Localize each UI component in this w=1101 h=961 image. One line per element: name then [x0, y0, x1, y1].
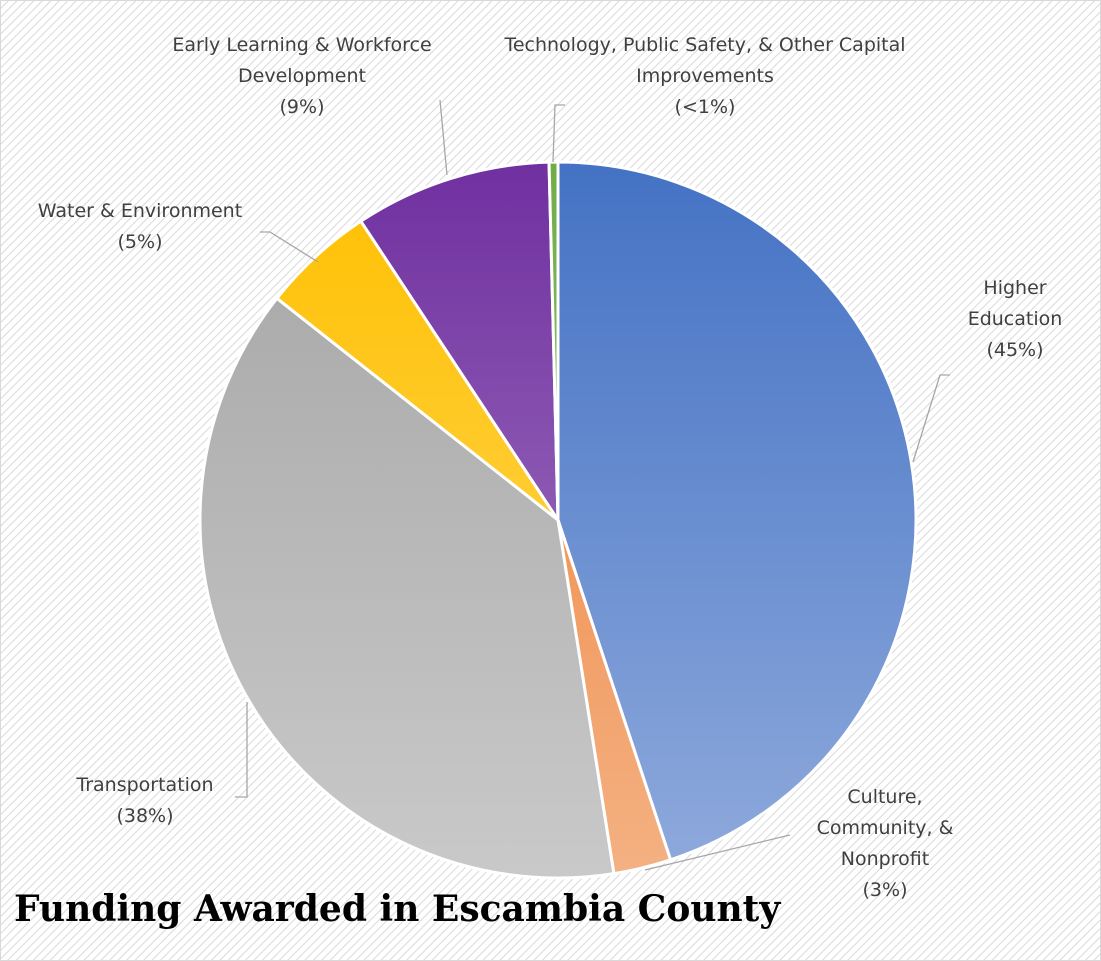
- slice-label: Transportation (38%): [45, 770, 245, 832]
- slice-label: Culture, Community, & Nonprofit (3%): [810, 782, 960, 906]
- leader-line: [260, 231, 319, 263]
- leader-line: [912, 374, 950, 463]
- category-label: Early Learning & Workforce Development: [172, 34, 432, 87]
- category-label: Culture, Community, & Nonprofit: [816, 786, 954, 870]
- leader-line: [235, 702, 248, 798]
- value-label: (3%): [862, 879, 908, 901]
- slice-label: Early Learning & Workforce Development (9…: [152, 30, 452, 123]
- slice-label: Higher Education (45%): [950, 273, 1080, 366]
- value-label: (5%): [117, 231, 163, 253]
- value-label: (38%): [116, 805, 174, 827]
- pie-slice: [556, 160, 918, 862]
- category-label: Water & Environment: [37, 200, 243, 222]
- category-label: Technology, Public Safety, & Other Capit…: [504, 34, 906, 87]
- leader-line: [644, 834, 791, 871]
- value-label: (9%): [279, 96, 325, 118]
- leader-line: [439, 99, 448, 176]
- pie-slice: [359, 160, 560, 522]
- category-label: Higher Education: [967, 277, 1063, 330]
- value-label: (<1%): [674, 96, 736, 118]
- category-label: Transportation: [76, 774, 214, 796]
- slice-label: Technology, Public Safety, & Other Capit…: [495, 30, 915, 123]
- leader-line: [552, 104, 565, 163]
- chart-title: Funding Awarded in Escambia County: [14, 888, 781, 930]
- pie-slice: [547, 160, 560, 522]
- slice-label: Water & Environment (5%): [5, 196, 275, 258]
- value-label: (45%): [986, 339, 1044, 361]
- pie-slice: [198, 296, 616, 880]
